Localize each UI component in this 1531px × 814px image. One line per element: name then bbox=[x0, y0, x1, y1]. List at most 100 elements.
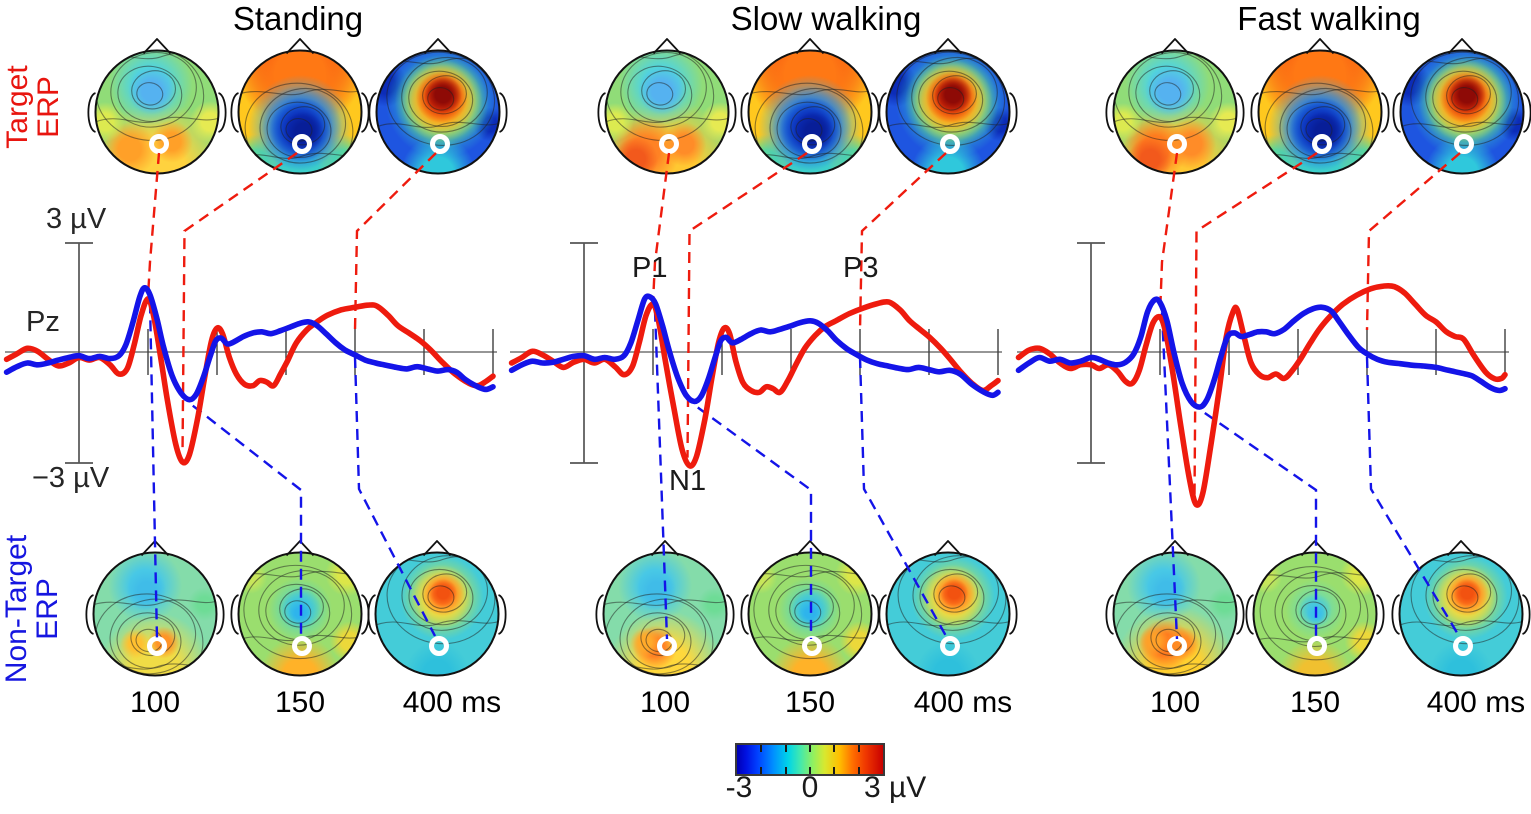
right-ear-icon bbox=[1008, 594, 1018, 635]
nose-icon bbox=[142, 38, 172, 55]
pz-electrode-marker bbox=[147, 636, 167, 656]
head-outline-icon bbox=[878, 38, 1018, 175]
nose-icon bbox=[1160, 540, 1190, 557]
colorbar-tick bbox=[809, 767, 811, 774]
left-ear-icon bbox=[367, 594, 377, 635]
nose-icon bbox=[422, 540, 452, 557]
topomap-fast-walking-nontarget-400ms bbox=[1385, 538, 1531, 690]
right-ear-icon bbox=[1521, 594, 1531, 635]
scale-top-label: 3 µV bbox=[46, 203, 107, 235]
left-ear-icon bbox=[595, 594, 605, 635]
topomap-slow-walking-target-100ms bbox=[591, 36, 743, 188]
condition-title-standing: Standing bbox=[232, 0, 364, 37]
topomap-standing-target-100ms bbox=[81, 36, 233, 188]
pz-electrode-marker bbox=[802, 134, 822, 154]
topomap-fast-walking-target-400ms bbox=[1386, 36, 1531, 188]
condition-title-slow-walking: Slow walking bbox=[730, 0, 922, 37]
left-ear-icon bbox=[1391, 594, 1401, 635]
time-label-150ms-col2: 150 bbox=[784, 686, 836, 719]
right-ear-icon bbox=[1008, 92, 1018, 133]
head-outline-icon bbox=[230, 38, 370, 175]
nose-icon bbox=[933, 540, 963, 557]
topomap-fast-walking-nontarget-100ms bbox=[1099, 538, 1251, 690]
topomap-fast-walking-target-100ms bbox=[1099, 36, 1251, 188]
pz-electrode-marker bbox=[1167, 134, 1187, 154]
erp-waveforms-standing bbox=[3, 285, 496, 466]
pz-electrode-marker bbox=[1453, 636, 1473, 656]
head-outline-icon bbox=[878, 540, 1018, 677]
nose-icon bbox=[652, 38, 682, 55]
nose-icon bbox=[1447, 38, 1477, 55]
left-ear-icon bbox=[1105, 92, 1115, 133]
head-outline-icon bbox=[368, 38, 508, 175]
time-label-100ms-col3: 100 bbox=[1149, 686, 1201, 719]
nose-icon bbox=[1160, 38, 1190, 55]
nontarget-erp-label-line2: ERP bbox=[31, 578, 64, 640]
right-ear-icon bbox=[727, 92, 737, 133]
time-label-100ms-col2: 100 bbox=[639, 686, 691, 719]
topomap-connector-lines bbox=[1158, 151, 1461, 640]
nontarget-erp-label-line1: Non-Target bbox=[0, 534, 33, 684]
nose-icon bbox=[1446, 540, 1476, 557]
pz-electrode-marker bbox=[149, 134, 169, 154]
right-ear-icon bbox=[725, 594, 735, 635]
nose-icon bbox=[933, 38, 963, 55]
time-label-400ms-col2: 400 ms bbox=[913, 686, 1013, 719]
pz-electrode-marker bbox=[1307, 636, 1327, 656]
head-outline-icon bbox=[1245, 540, 1385, 677]
nose-icon bbox=[1305, 38, 1335, 55]
colorbar-mid-label: 0 bbox=[801, 771, 819, 804]
contour-lines bbox=[1254, 566, 1376, 661]
head-outline-icon bbox=[1250, 38, 1390, 175]
time-label-150ms-col1: 150 bbox=[274, 686, 326, 719]
target-erp-label-line1: Target bbox=[1, 65, 34, 149]
electrode-label: Pz bbox=[26, 306, 60, 338]
left-ear-icon bbox=[85, 594, 95, 635]
topomap-slow-walking-target-400ms bbox=[872, 36, 1024, 188]
nontarget-erp-trace bbox=[1015, 296, 1508, 410]
nose-icon bbox=[795, 540, 825, 557]
head-outline-icon bbox=[1392, 38, 1531, 175]
left-ear-icon bbox=[740, 92, 750, 133]
pz-electrode-marker bbox=[292, 636, 312, 656]
time-label-400ms-col1: 400 ms bbox=[402, 686, 502, 719]
nose-icon bbox=[285, 38, 315, 55]
topomap-connector-lines bbox=[146, 152, 437, 640]
left-ear-icon bbox=[230, 594, 240, 635]
topomap-fast-walking-target-150ms bbox=[1244, 36, 1396, 188]
contour-lines bbox=[239, 82, 361, 173]
left-ear-icon bbox=[1250, 92, 1260, 133]
right-ear-icon bbox=[1375, 594, 1385, 635]
colorbar-tick bbox=[833, 767, 836, 774]
right-ear-icon bbox=[497, 594, 507, 635]
colorbar-min-label: -3 bbox=[725, 771, 753, 804]
right-ear-icon bbox=[1235, 92, 1245, 133]
time-label-400ms-col3: 400 ms bbox=[1426, 686, 1526, 719]
right-ear-icon bbox=[498, 92, 508, 133]
left-ear-icon bbox=[87, 92, 97, 133]
head-outline-icon bbox=[1105, 540, 1245, 677]
left-ear-icon bbox=[878, 594, 888, 635]
left-ear-icon bbox=[878, 92, 888, 133]
p3-peak-label: P3 bbox=[843, 252, 879, 284]
pz-electrode-marker bbox=[659, 134, 679, 154]
pz-electrode-marker bbox=[940, 134, 960, 154]
colorbar-tick bbox=[760, 745, 763, 752]
head-outline-icon bbox=[740, 38, 880, 175]
erp-waveforms-slow-walking bbox=[508, 293, 1001, 469]
nose-icon bbox=[423, 38, 453, 55]
right-ear-icon bbox=[215, 594, 225, 635]
left-ear-icon bbox=[1392, 92, 1402, 133]
erp-waveforms-fast-walking bbox=[1015, 282, 1508, 508]
pz-electrode-marker bbox=[1454, 134, 1474, 154]
colorbar-tick bbox=[809, 745, 811, 752]
head-outline-icon bbox=[87, 38, 227, 175]
head-outline-icon bbox=[230, 540, 370, 677]
topomap-slow-walking-nontarget-400ms bbox=[872, 538, 1024, 690]
topomap-standing-target-150ms bbox=[224, 36, 376, 188]
waveform-axis bbox=[1017, 329, 1509, 375]
right-ear-icon bbox=[1235, 594, 1245, 635]
